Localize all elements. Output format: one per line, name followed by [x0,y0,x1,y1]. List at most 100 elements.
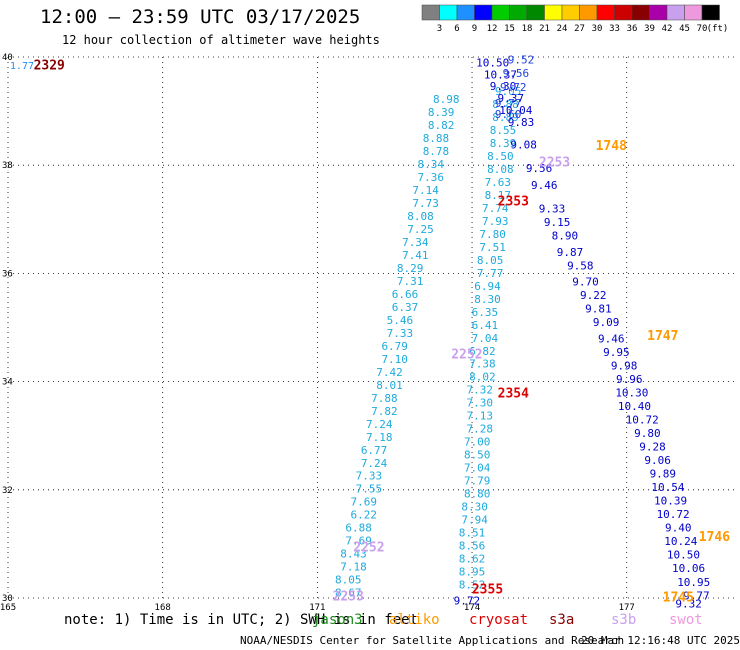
swh-value: 6.35 [472,306,499,319]
swh-value: 7.93 [482,215,509,228]
scale-label: 9 [472,24,477,34]
swh-value: 6.94 [474,280,501,293]
chart-title: 12:00 – 23:59 UTC 03/17/2025 [40,6,361,28]
swh-value: 9.08 [510,139,537,152]
swh-value: 8.05 [335,574,362,587]
swh-value: 9.32 [675,597,702,610]
swh-value: 8.78 [423,145,450,158]
swh-value: 7.28 [467,423,494,436]
swh-value: 7.00 [464,436,491,449]
swh-value: 9.37 [497,92,524,105]
swh-value: 7.55 [356,483,383,496]
swh-value: 7.33 [356,470,383,483]
y-tick-label: 34 [2,378,13,388]
swh-value: 9.52 [508,54,535,67]
swh-value: 8.34 [418,158,445,171]
swh-value: 9.09 [593,316,620,329]
track-label: 2252 [451,347,482,362]
scale-label: 33 [609,24,620,34]
satellite-legend-item: altiko [389,612,440,628]
swh-value: 7.80 [479,228,506,241]
swh-value: 7.31 [397,275,424,288]
swh-value: 10.39 [654,495,687,508]
swh-value: 7.04 [464,462,491,475]
swh-value: 8.30 [474,293,501,306]
swh-value: 7.69 [351,496,378,509]
swh-value: 7.10 [381,353,408,366]
swh-value: 7.18 [340,561,367,574]
swh-value: 8.67 [335,587,362,600]
swh-value: 7.73 [412,197,439,210]
swh-value: 7.24 [361,457,388,470]
scale-label: 45 [679,24,690,34]
swh-value: 10.04 [499,104,532,117]
swh-value: 8.30 [461,501,488,514]
swh-value: 7.30 [467,397,494,410]
swh-value: 10.72 [657,508,690,521]
swh-value: 8.82 [428,119,455,132]
swh-value: 1.77 [10,61,34,72]
y-tick-label: 38 [2,161,13,171]
swh-value: 6.79 [381,340,408,353]
track-label: 1748 [596,139,627,154]
swh-value: 7.41 [402,249,429,262]
y-tick-label: 36 [2,269,13,279]
track-label: 2354 [498,386,529,401]
scale-label: 12 [487,24,498,34]
swh-value: 7.33 [387,327,414,340]
swh-value: 8.55 [490,124,517,137]
satellite-legend-item: s3a [549,612,575,628]
satellite-legend-item: swot [669,612,703,628]
swh-value: 9.05 [495,85,522,98]
swh-value: 8.56 [459,540,486,553]
track-label: 1746 [699,530,730,545]
satellite-legend-item: jason3 [312,612,363,628]
swh-value: 10.54 [651,481,684,494]
swh-value: 9.56 [526,162,553,175]
swh-value: 8.29 [397,262,424,275]
track-label: 2329 [34,59,65,74]
track-label: 2252 [353,541,384,556]
scale-label: 18 [522,24,533,34]
swh-value: 7.88 [371,392,398,405]
swh-value: 8.50 [464,449,491,462]
swh-value: 7.42 [376,366,403,379]
swh-value: 8.51 [459,527,486,540]
swh-value: 8.02 [469,371,496,384]
swh-value: 9.06 [644,454,671,467]
swh-value: 8.88 [492,98,519,111]
scale-label: 39 [644,24,655,34]
x-tick-label: 174 [464,603,480,613]
scale-label: 36 [627,24,638,34]
swh-value: 9.77 [683,589,710,602]
swh-value: 10.50 [476,56,509,69]
swh-value: 10.40 [618,400,651,413]
swh-value: 7.79 [464,475,491,488]
scale-label: 15 [504,24,515,34]
swh-value: 7.24 [366,418,393,431]
swh-value: 9.81 [585,303,612,316]
scale-swatch [701,4,720,21]
swh-value: 9.96 [616,373,643,386]
swh-value: 7.18 [366,431,393,444]
swh-value: 9.46 [531,179,558,192]
swh-value: 7.74 [482,202,509,215]
swh-value: 9.30 [490,80,517,93]
swh-value: 7.34 [402,236,429,249]
swh-value: 7.14 [412,184,439,197]
track-label: 2253 [539,155,570,170]
swh-value: 9.87 [557,246,584,259]
swh-value: 7.13 [467,410,494,423]
swh-value: 9.56 [503,67,530,80]
swh-value: 9.80 [634,427,661,440]
swh-value: 8.05 [477,254,504,267]
y-tick-label: 32 [2,486,13,496]
swh-value: 8.17 [485,189,512,202]
swh-value: 8.89 [492,111,519,124]
swh-value: 9.60 [495,108,522,121]
swh-value: 10.50 [667,549,700,562]
x-tick-label: 177 [619,603,635,613]
track-label: 2253 [333,589,364,604]
